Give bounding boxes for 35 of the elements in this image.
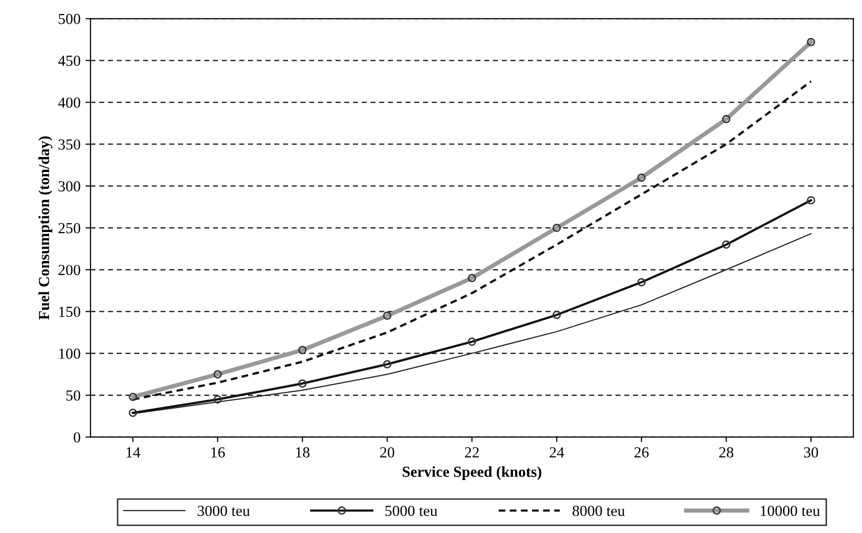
- y-tick-label: 350: [58, 139, 80, 150]
- legend-label: 10000 teu: [760, 506, 820, 516]
- y-axis-title: Fuel Consumption (ton/day): [38, 136, 52, 320]
- point: [806, 196, 816, 204]
- x-tick-label: 16: [211, 447, 225, 458]
- y-tick-label: 150: [59, 306, 80, 317]
- point: [213, 395, 222, 404]
- y-tick-label: 400: [58, 97, 80, 108]
- x-tick-label: 30: [804, 447, 818, 458]
- y-tick-label: 500: [58, 14, 80, 24]
- x-tick-label: 24: [550, 447, 564, 458]
- y-tick-label: 50: [66, 390, 80, 401]
- legend-label: 5000 teu: [385, 506, 438, 516]
- point: [468, 337, 476, 346]
- x-tick-label: 18: [296, 447, 310, 458]
- legend-label: 3000 teu: [198, 506, 250, 516]
- x-tick-label: 14: [126, 447, 140, 458]
- y-tick-label: 100: [59, 348, 80, 359]
- y-tick-label: 0: [74, 432, 80, 443]
- y-tick-label: 250: [58, 223, 80, 234]
- point: [722, 240, 730, 249]
- x-axis-title: Service Speed (knots): [402, 466, 542, 480]
- point: [298, 379, 307, 388]
- x-tick-label: 28: [719, 447, 734, 458]
- point: [128, 408, 138, 417]
- point: [383, 360, 392, 368]
- y-tick-label: 200: [58, 264, 80, 276]
- point: [637, 278, 646, 286]
- x-tick-label: 22: [464, 447, 479, 458]
- y-tick-label: 450: [58, 56, 80, 66]
- y-tick-label: 300: [58, 181, 80, 192]
- point: [552, 310, 561, 320]
- x-tick-label: 26: [634, 447, 649, 458]
- x-tick-label: 20: [380, 447, 394, 458]
- legend-label: 8000 teu: [572, 506, 625, 516]
